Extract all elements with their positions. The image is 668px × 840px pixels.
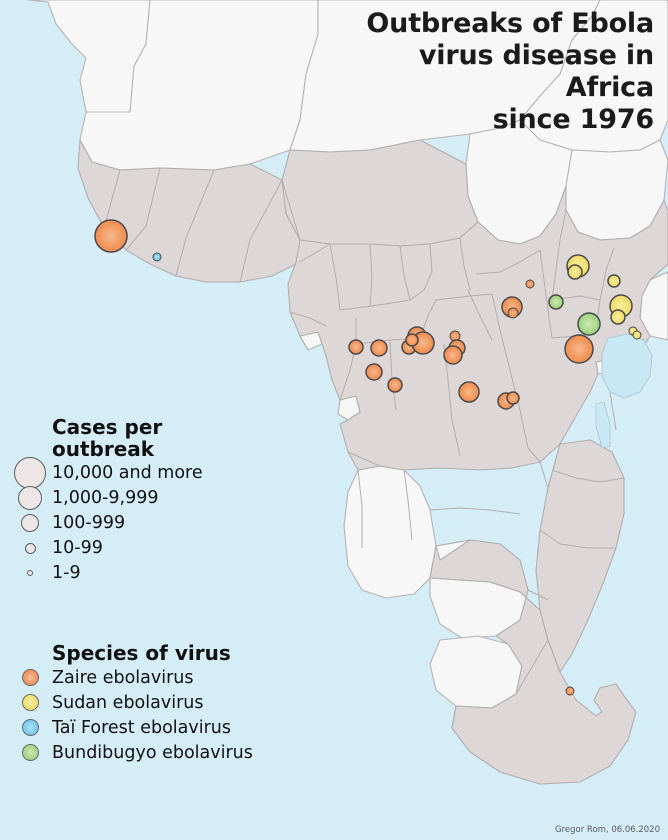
species-legend-title: Species of virus <box>52 641 231 665</box>
size-legend-circle-icon <box>8 486 52 511</box>
outbreak-marker-tai_forest <box>152 252 162 262</box>
size-legend-circle-icon <box>8 570 52 577</box>
species-legend-label: Sudan ebolavirus <box>52 692 204 713</box>
outbreak-marker-zaire <box>458 381 480 403</box>
outbreak-marker-zaire <box>405 333 419 347</box>
outbreak-marker-sudan <box>610 309 626 325</box>
outbreak-marker-zaire <box>525 279 535 289</box>
outbreak-marker-sudan <box>607 274 621 288</box>
outbreak-marker-sudan <box>567 264 583 280</box>
outbreak-marker-zaire <box>365 363 383 381</box>
outbreak-marker-zaire <box>370 339 388 357</box>
outbreak-marker-zaire <box>443 345 463 365</box>
outbreak-marker-bundibugyo <box>548 294 564 310</box>
species-legend-item: Bundibugyo ebolavirus <box>8 740 328 765</box>
species-legend-item: Sudan ebolavirus <box>8 690 328 715</box>
species-legend-label: Zaire ebolavirus <box>52 667 194 688</box>
landmass-unaffected <box>27 0 668 761</box>
species-legend-item: Taï Forest ebolavirus <box>8 715 328 740</box>
size-legend-item: 1,000-9,999 <box>8 486 298 511</box>
size-legend-label: 1,000-9,999 <box>52 488 159 509</box>
outbreak-marker-sudan <box>632 330 642 340</box>
species-legend-circle-icon <box>8 694 52 712</box>
outbreak-marker-zaire <box>348 339 364 355</box>
outbreak-marker-zaire <box>506 391 520 405</box>
credit-text: Gregor Rom, 06.06.2020 <box>555 825 660 835</box>
species-legend-circle-icon <box>8 719 52 737</box>
size-legend-item: 10,000 and more <box>8 457 298 490</box>
outbreak-marker-zaire <box>94 219 128 253</box>
species-legend-circle-icon <box>8 669 52 687</box>
size-legend-rows: 10,000 and more 1,000-9,999 100-999 10-99 1-… <box>8 457 298 586</box>
size-legend-title: Cases per outbreak <box>52 415 163 462</box>
species-legend-item: Zaire ebolavirus <box>8 665 328 690</box>
species-legend-circle-icon <box>8 744 52 762</box>
species-legend-rows: Zaire ebolavirus Sudan ebolavirus Taï Fore… <box>8 665 328 765</box>
size-legend-label: 10,000 and more <box>52 463 203 484</box>
size-legend-circle-icon <box>8 514 52 533</box>
landmass-affected <box>77 139 668 785</box>
species-legend-label: Taï Forest ebolavirus <box>52 717 231 738</box>
size-legend-label: 1-9 <box>52 563 81 584</box>
size-legend-circle-icon <box>8 542 52 554</box>
lake-tanganyika <box>595 401 611 449</box>
outbreak-marker-bundibugyo <box>577 312 601 336</box>
species-of-virus-legend: Species of virus Zaire ebolavirus Sudan e… <box>8 642 328 765</box>
size-legend-label: 10-99 <box>52 538 103 559</box>
outbreak-marker-zaire <box>564 334 594 364</box>
cases-per-outbreak-legend: Cases per outbreak 10,000 and more 1,000-… <box>8 416 298 586</box>
size-legend-label: 100-999 <box>52 513 126 534</box>
size-legend-item: 10-99 <box>8 536 298 561</box>
page-title: Outbreaks of Ebola virus disease in Afri… <box>366 8 654 135</box>
outbreak-marker-zaire <box>387 377 403 393</box>
size-legend-item: 100-999 <box>8 511 298 536</box>
size-legend-item: 1-9 <box>8 561 298 586</box>
outbreak-marker-zaire <box>507 307 519 319</box>
species-legend-label: Bundibugyo ebolavirus <box>52 742 253 763</box>
size-legend-circle-icon <box>8 457 52 490</box>
internal-borders <box>103 167 668 729</box>
outbreak-marker-zaire <box>565 686 575 696</box>
outbreak-markers <box>94 219 642 696</box>
